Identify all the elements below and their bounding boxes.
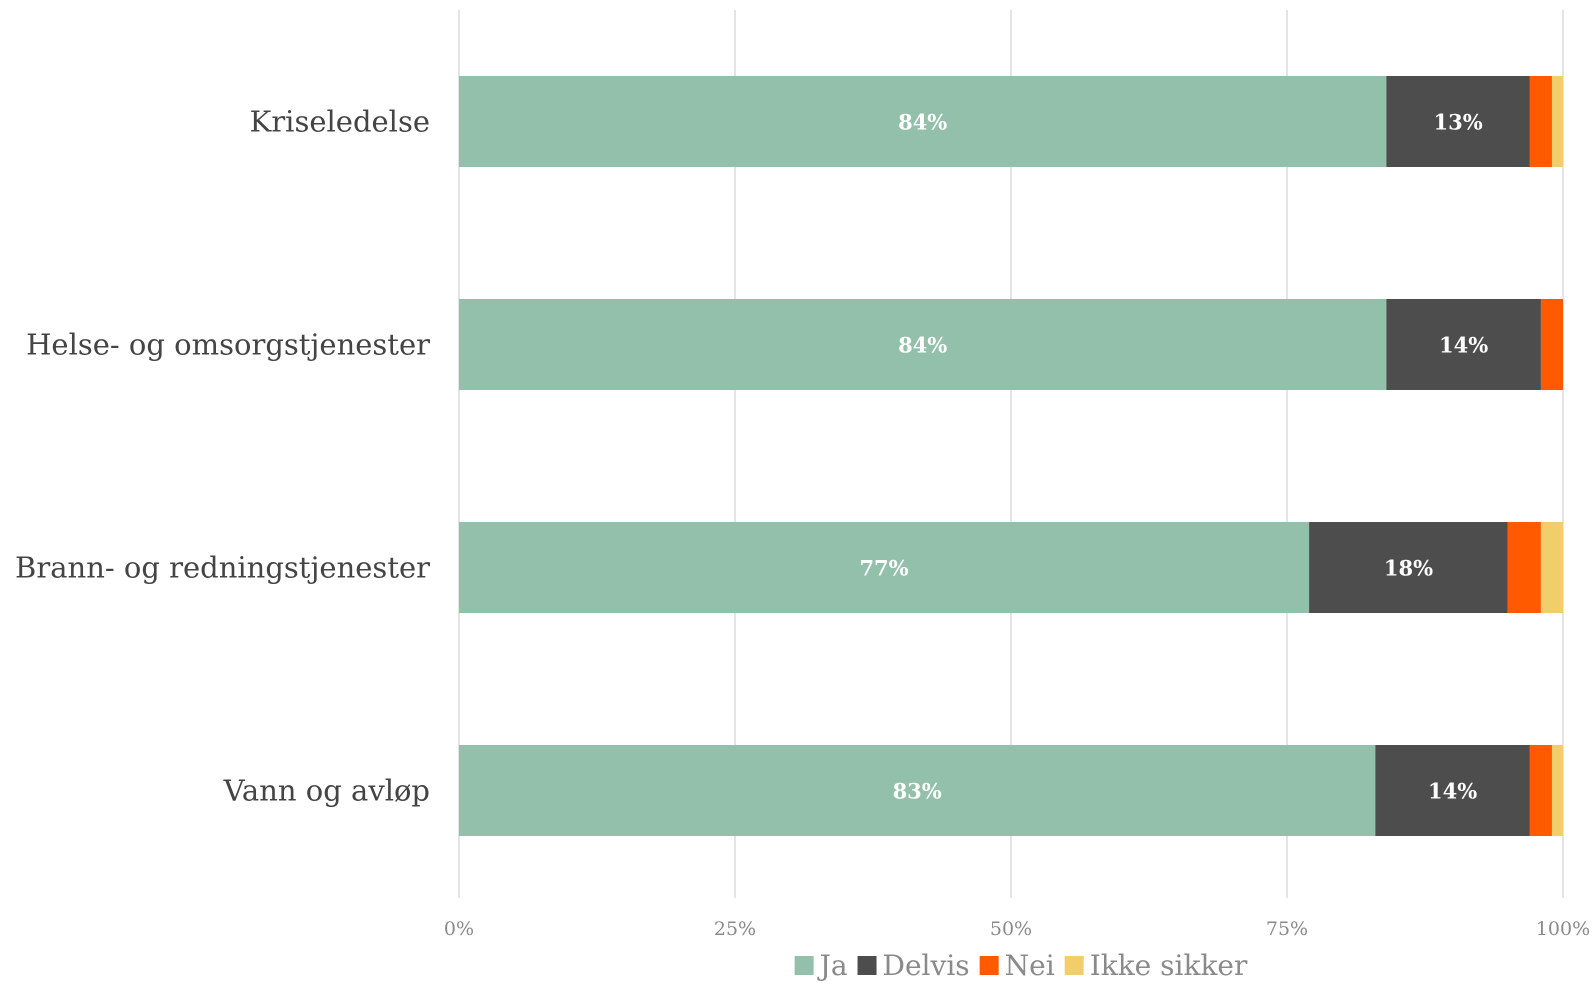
legend-swatch xyxy=(979,956,999,975)
bar-segment-nei xyxy=(1507,522,1541,613)
data-labels: 84% 13% 84% 14% 77% 18% 83% 14% xyxy=(859,110,1488,804)
x-tick-labels: 0% 25% 50% 75% 100% xyxy=(444,918,1590,940)
bar-segment-ikke-sikker xyxy=(1551,76,1563,167)
bar-segment-ja xyxy=(459,76,1387,167)
bar-segment-ikke-sikker xyxy=(1551,745,1563,836)
data-label: 83% xyxy=(893,779,942,804)
bar-segment-delvis xyxy=(1309,522,1508,613)
bar-segment-nei xyxy=(1529,745,1552,836)
legend: Ja Delvis Nei Ikke sikker xyxy=(794,949,1248,982)
legend-swatch xyxy=(794,956,814,975)
bar-segment-delvis xyxy=(1386,299,1541,390)
x-tick-label: 25% xyxy=(714,918,756,940)
legend-label: Delvis xyxy=(883,949,970,982)
x-tick-label: 100% xyxy=(1536,918,1590,940)
category-label: Helse- og omsorgstjenester xyxy=(26,328,430,362)
bar-segment-delvis xyxy=(1375,745,1530,836)
bar-segment-delvis xyxy=(1386,76,1530,167)
x-tick-label: 50% xyxy=(990,918,1032,940)
legend-label: Ja xyxy=(817,949,848,982)
data-label: 13% xyxy=(1434,110,1483,135)
bar-segment-ja xyxy=(459,299,1387,390)
data-label: 84% xyxy=(898,110,947,135)
bar-segment-ja xyxy=(459,745,1376,836)
legend-label: Nei xyxy=(1005,949,1055,982)
legend-swatch xyxy=(857,956,877,975)
data-label: 14% xyxy=(1439,333,1488,358)
bar-segment-nei xyxy=(1529,76,1552,167)
bar-segment-ikke-sikker xyxy=(1540,522,1563,613)
category-label: Kriseledelse xyxy=(250,105,430,139)
data-label: 77% xyxy=(859,556,908,581)
legend-label: Ikke sikker xyxy=(1090,949,1248,982)
x-tick-label: 75% xyxy=(1266,918,1308,940)
data-label: 14% xyxy=(1428,779,1477,804)
data-label: 84% xyxy=(898,333,947,358)
category-labels: Kriseledelse Helse- og omsorgstjenester Br… xyxy=(15,105,430,808)
category-label: Brann- og redningstjenester xyxy=(15,551,430,585)
x-tick-label: 0% xyxy=(444,918,474,940)
bar-segment-nei xyxy=(1540,299,1563,390)
legend-swatch xyxy=(1064,956,1084,975)
bar-segment-ja xyxy=(459,522,1310,613)
data-label: 18% xyxy=(1384,556,1433,581)
category-label: Vann og avløp xyxy=(223,774,430,808)
bars xyxy=(459,76,1563,836)
